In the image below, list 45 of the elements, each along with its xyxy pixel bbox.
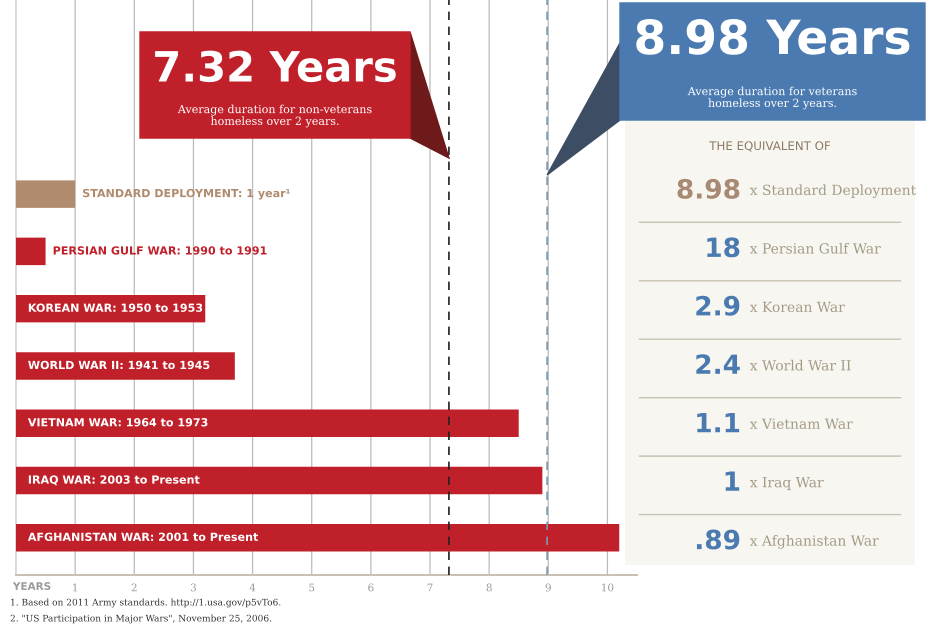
category-label: x World War II <box>750 360 851 371</box>
text: Average duration for veterans homeless over 2 years. <box>688 86 857 110</box>
category-label: x Korean War <box>750 302 845 312</box>
text: 18 <box>707 237 740 258</box>
bar <box>16 238 46 266</box>
category-label: x Iraq War <box>750 477 824 490</box>
x-tick-label: 1 <box>73 584 77 592</box>
text: 1.1 <box>697 413 740 432</box>
bar <box>16 180 76 208</box>
text: .89 <box>696 530 740 550</box>
x-tick-label: 3 <box>190 584 196 592</box>
x-tick-label: 8 <box>486 584 492 592</box>
annotation: Average duration for non-veterans homeless over 2 years. <box>178 104 372 128</box>
x-tick-label: 9 <box>546 584 551 592</box>
text: 2. "US Participation in Major Wars", November 25, 2006. <box>10 614 272 624</box>
ref-line-label: 7.32 Years <box>155 50 396 82</box>
y-tick-label: PERSIAN GULF WAR: 1990 to 1991 <box>54 246 267 255</box>
y-tick-label: KOREAN WAR: 1950 to 1953 <box>28 304 202 312</box>
y-tick-label: IRAQ WAR: 2003 to Present <box>28 475 200 486</box>
bar <box>16 524 620 552</box>
text: 2.9 <box>696 296 740 316</box>
text: 1. Based on 2011 Army standards. http://1.usa.gov/p5vTo6. <box>11 598 280 608</box>
x-tick-label: 4 <box>250 584 256 592</box>
y-tick-label: WORLD WAR II: 1941 to 1945 <box>28 360 210 370</box>
bar <box>16 352 235 380</box>
ref-line-label: 8.98 Years <box>636 18 910 55</box>
x-axis-title: YEARS <box>12 582 50 590</box>
text: 8.98 <box>678 178 740 199</box>
category-label: x Vietnam War <box>750 418 853 430</box>
x-tick-label: 5 <box>309 584 314 592</box>
x-tick-label: 7 <box>428 584 433 592</box>
x-tick-label: 10 <box>602 584 614 592</box>
y-tick-label: VIETNAM WAR: 1964 to 1973 <box>28 418 208 426</box>
x-tick-label: 6 <box>368 584 374 592</box>
category-label: x Afghanistan War <box>750 535 879 549</box>
category-label: x Persian Gulf War <box>750 242 881 254</box>
bar <box>16 466 542 494</box>
text: 2.4 <box>696 354 740 374</box>
bar <box>16 409 519 437</box>
category-label: x Standard Deployment <box>750 184 916 198</box>
y-tick-label: STANDARD DEPLOYMENT: 1 year¹ <box>83 188 290 200</box>
x-tick-label: 2 <box>132 584 137 592</box>
text: THE EQUIVALENT OF <box>709 141 830 152</box>
text: 1 <box>726 471 740 491</box>
y-tick-label: AFGHANISTAN WAR: 2001 to Present <box>28 532 258 541</box>
